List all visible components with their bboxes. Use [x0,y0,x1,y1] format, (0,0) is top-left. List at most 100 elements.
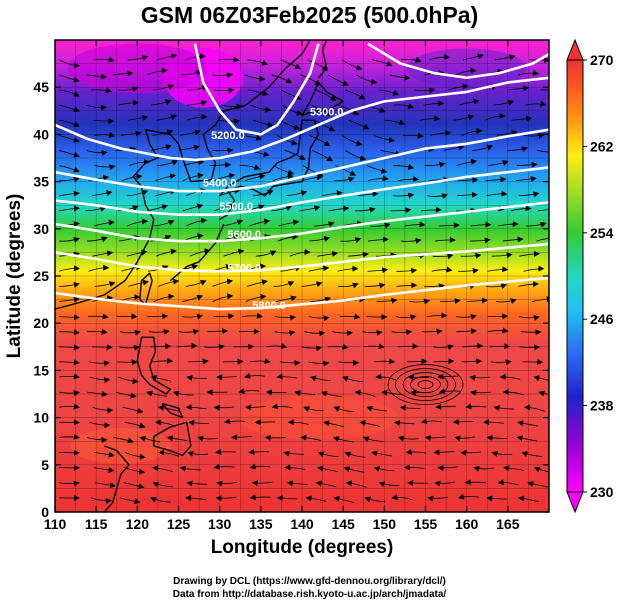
streamline [374,358,396,365]
streamline [222,358,244,365]
streamline [91,87,112,94]
coastline-sakhalin [317,40,328,79]
streamline [357,190,379,197]
streamline [59,176,80,183]
y-tick-label: 25 [33,268,49,284]
streamline [424,435,446,441]
streamline [92,250,114,257]
streamline [294,390,316,396]
streamline [374,134,395,144]
streamline [321,391,342,397]
streamline [189,248,211,257]
streamline [367,267,389,274]
streamline [518,191,540,198]
streamline [112,70,134,77]
streamline [156,53,178,61]
streamline [301,281,323,287]
grid-lines [55,40,549,512]
streamline [376,297,398,304]
streamline [433,449,455,456]
streamline [90,497,112,504]
streamline [494,54,516,61]
streamline [420,206,442,213]
streamline [245,293,267,302]
streamline [393,163,415,170]
streamline [222,219,244,227]
y-tick-label: 0 [41,504,49,520]
streamline [245,404,266,411]
streamline [300,74,321,86]
streamline [153,220,175,227]
streamline [457,176,479,183]
streamline [424,283,445,290]
streamline [59,296,80,303]
contour-5200 [193,43,320,136]
streamline [123,482,145,490]
streamline [255,250,277,257]
streamline [464,479,486,486]
streamline [521,451,543,457]
streamline [224,418,245,425]
streamline [370,222,391,229]
streamline [342,376,363,383]
streamline [308,265,330,272]
streamline [395,314,417,321]
streamline [362,436,384,443]
coastline-mindanao [153,421,192,457]
contour-5600 [55,201,549,243]
streamline [430,129,452,136]
streamline [188,419,209,426]
streamline [510,205,532,212]
streamline [469,237,491,244]
streamline [244,74,266,82]
streamline [456,314,477,320]
streamline [333,495,355,503]
streamline [271,74,293,84]
streamline [502,388,524,396]
streamline [124,467,146,475]
streamline [115,391,137,399]
streamline [212,72,234,79]
streamline [354,207,376,213]
streamline [519,344,541,351]
streamline [92,406,114,414]
streamline [333,406,355,413]
contour-5300 [55,76,549,162]
contour-5500 [55,166,549,216]
streamline [59,282,80,288]
streamline [315,89,337,101]
streamline [317,250,339,257]
streamline [247,279,269,287]
streamline [244,372,265,379]
streamline [429,53,451,61]
streamline [213,463,235,470]
streamline [124,421,146,429]
streamline [214,172,236,182]
streamline [359,420,381,427]
streamline [247,89,269,96]
colorbar-min-extension [566,491,584,514]
streamline [59,359,80,366]
streamline [93,56,115,63]
contour-5700 [55,242,549,273]
streamline [367,175,389,182]
streamline [276,135,298,146]
streamline [443,144,465,151]
streamline [59,134,80,143]
streamline [536,237,549,242]
streamline [309,375,331,382]
streamline [516,435,538,442]
streamline [484,112,506,121]
streamline [366,405,387,412]
streamline [283,450,305,457]
streamline [152,357,174,364]
streamline [213,87,235,94]
y-tick-label: 20 [33,315,49,331]
chart-title: GSM 06Z03Feb2025 (500.0hPa) [140,2,479,28]
streamline [332,330,354,337]
streamline [151,144,172,151]
streamline [153,293,175,302]
colorbar-ticks: 230 238 246 254 262 270 [583,52,614,500]
streamline [86,437,108,444]
streamline [302,174,324,182]
